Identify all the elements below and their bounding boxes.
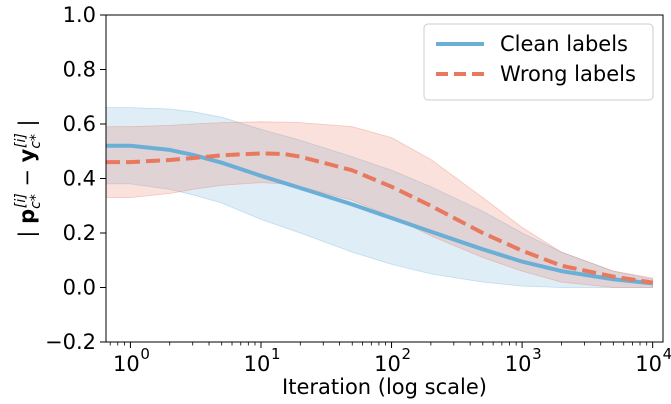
legend: Clean labels Wrong labels (423, 23, 654, 101)
x-axis-label: Iteration (log scale) (282, 375, 487, 399)
x-tick-exponent: 0 (140, 345, 150, 363)
y-tick-label: 0.8 (63, 58, 96, 82)
band-1 (106, 121, 654, 288)
band-0 (106, 107, 654, 288)
y-tick-label: 0.4 (63, 167, 96, 191)
y-label-part: y (15, 148, 39, 162)
x-tick-exponent: 4 (663, 345, 671, 363)
x-tick-exponent: 3 (532, 345, 542, 363)
series-lines (106, 143, 654, 286)
y-label-part: [i] (13, 193, 29, 208)
x-tick-label: 10 (505, 352, 532, 376)
x-tick-label: 10 (635, 352, 662, 376)
legend-label-0: Clean labels (500, 32, 628, 56)
series-line-1 (106, 151, 654, 285)
series-line-0 (106, 143, 653, 286)
y-label-part: p (15, 209, 39, 224)
y-tick-label: 0.2 (63, 221, 96, 245)
x-tick-label: 10 (113, 352, 140, 376)
axis-ticks: −0.20.00.20.40.60.81.010 0 10 1 10 2 10 3 10 4 (45, 3, 671, 376)
y-tick-label: −0.2 (45, 330, 96, 354)
y-label-part: | (15, 224, 40, 238)
y-label-part: c* (28, 134, 44, 149)
x-tick-exponent: 1 (271, 345, 281, 363)
y-label-part: c* (28, 194, 44, 209)
y-tick-label: 0.0 (63, 276, 96, 300)
y-axis-label: | pc*[i] − yc*[i] | (13, 119, 44, 237)
y-tick-label: 0.6 (63, 112, 96, 136)
y-label-part: − (15, 162, 39, 193)
y-label-part: | (15, 119, 40, 133)
legend-label-1: Wrong labels (500, 62, 636, 86)
confidence-bands (106, 107, 654, 288)
x-tick-exponent: 2 (402, 345, 412, 363)
x-tick-label: 10 (244, 352, 271, 376)
y-tick-label: 1.0 (63, 3, 96, 27)
y-label-part: [i] (13, 133, 29, 148)
x-tick-label: 10 (374, 352, 401, 376)
